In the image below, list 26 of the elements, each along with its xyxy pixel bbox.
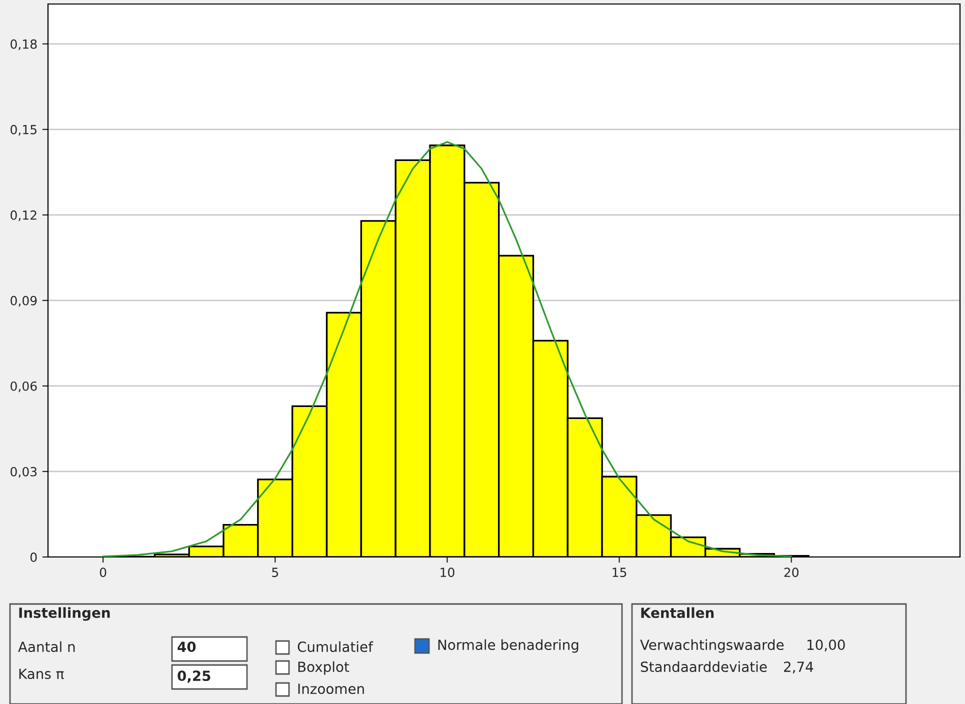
text: Instellingen: [19, 607, 110, 621]
text: Kentallen: [641, 607, 714, 618]
x-tick-label: 10: [440, 568, 454, 578]
text: Cumulatief: [298, 641, 374, 652]
x-tick-label: 0: [100, 568, 106, 578]
text: 2,74: [784, 662, 814, 674]
y-tick-label: 0,15: [10, 124, 36, 136]
text: 0,25: [178, 670, 210, 683]
text: 40: [178, 642, 196, 652]
text: Verwachtingswaarde: [640, 639, 784, 653]
y-tick-label: 0,03: [10, 466, 37, 478]
text: Boxplot: [298, 661, 350, 675]
y-tick-label: 0,12: [10, 210, 36, 222]
y-tick-label: 0,06: [10, 381, 37, 392]
text: Kans π: [19, 668, 64, 680]
x-tick-label: 5: [272, 568, 278, 578]
text: Aantal n: [18, 641, 75, 652]
text: Inzoomen: [298, 684, 364, 694]
text: Standaarddeviatie: [640, 661, 767, 672]
y-tick-label: 0: [30, 552, 37, 562]
x-tick-label: 20: [784, 568, 798, 578]
y-tick-label: 0,09: [10, 296, 37, 307]
text: Normale benadering: [438, 639, 578, 653]
x-tick-label: 15: [612, 568, 626, 578]
y-tick-label: 0,18: [10, 39, 37, 50]
text: 10,00: [808, 640, 845, 652]
